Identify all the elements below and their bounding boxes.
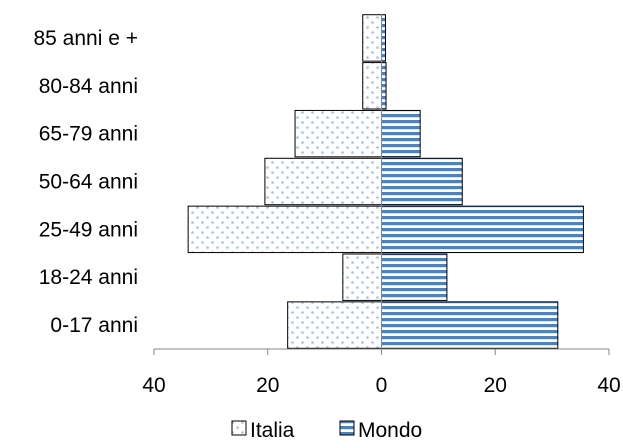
category-label: 0-17 anni bbox=[50, 314, 138, 337]
x-tick-label: 20 bbox=[256, 374, 279, 397]
bar-mondo-4 bbox=[381, 109, 421, 158]
bar-mondo-5 bbox=[381, 62, 387, 110]
bar-mondo-3 bbox=[381, 157, 463, 206]
bar-italia-0 bbox=[287, 301, 382, 349]
x-tick-label: 0 bbox=[376, 374, 388, 397]
x-tick-label: 40 bbox=[597, 374, 620, 397]
x-tick-label: 20 bbox=[484, 374, 507, 397]
legend-swatch-italia bbox=[231, 420, 247, 436]
bars-layer bbox=[187, 14, 584, 349]
category-label: 80-84 anni bbox=[39, 75, 138, 98]
bar-italia-5 bbox=[362, 62, 383, 110]
legend-label-italia: Italia bbox=[250, 419, 295, 442]
category-labels: 0-17 anni 18-24 anni 25-49 anni 50-64 anni 6… bbox=[33, 27, 138, 337]
bar-italia-6 bbox=[362, 14, 383, 62]
bar-mondo-0 bbox=[381, 301, 559, 349]
bar-italia-1 bbox=[342, 253, 383, 301]
category-label: 65-79 anni bbox=[39, 123, 138, 146]
bar-mondo-2 bbox=[381, 205, 584, 254]
category-label: 85 anni e + bbox=[33, 27, 138, 50]
bar-italia-2 bbox=[187, 205, 382, 254]
x-axis: 40 20 0 20 40 bbox=[142, 14, 621, 397]
legend-swatch-mondo bbox=[339, 420, 355, 436]
category-label: 25-49 anni bbox=[39, 218, 138, 241]
category-label: 18-24 anni bbox=[39, 266, 138, 289]
category-label: 50-64 anni bbox=[39, 171, 138, 194]
legend-label-mondo: Mondo bbox=[358, 419, 422, 442]
bar-mondo-1 bbox=[381, 253, 448, 301]
bar-italia-4 bbox=[294, 109, 382, 158]
legend: Italia Mondo bbox=[231, 419, 422, 442]
bar-mondo-6 bbox=[381, 14, 386, 62]
bar-italia-3 bbox=[264, 157, 382, 206]
x-tick-label: 40 bbox=[142, 374, 165, 397]
